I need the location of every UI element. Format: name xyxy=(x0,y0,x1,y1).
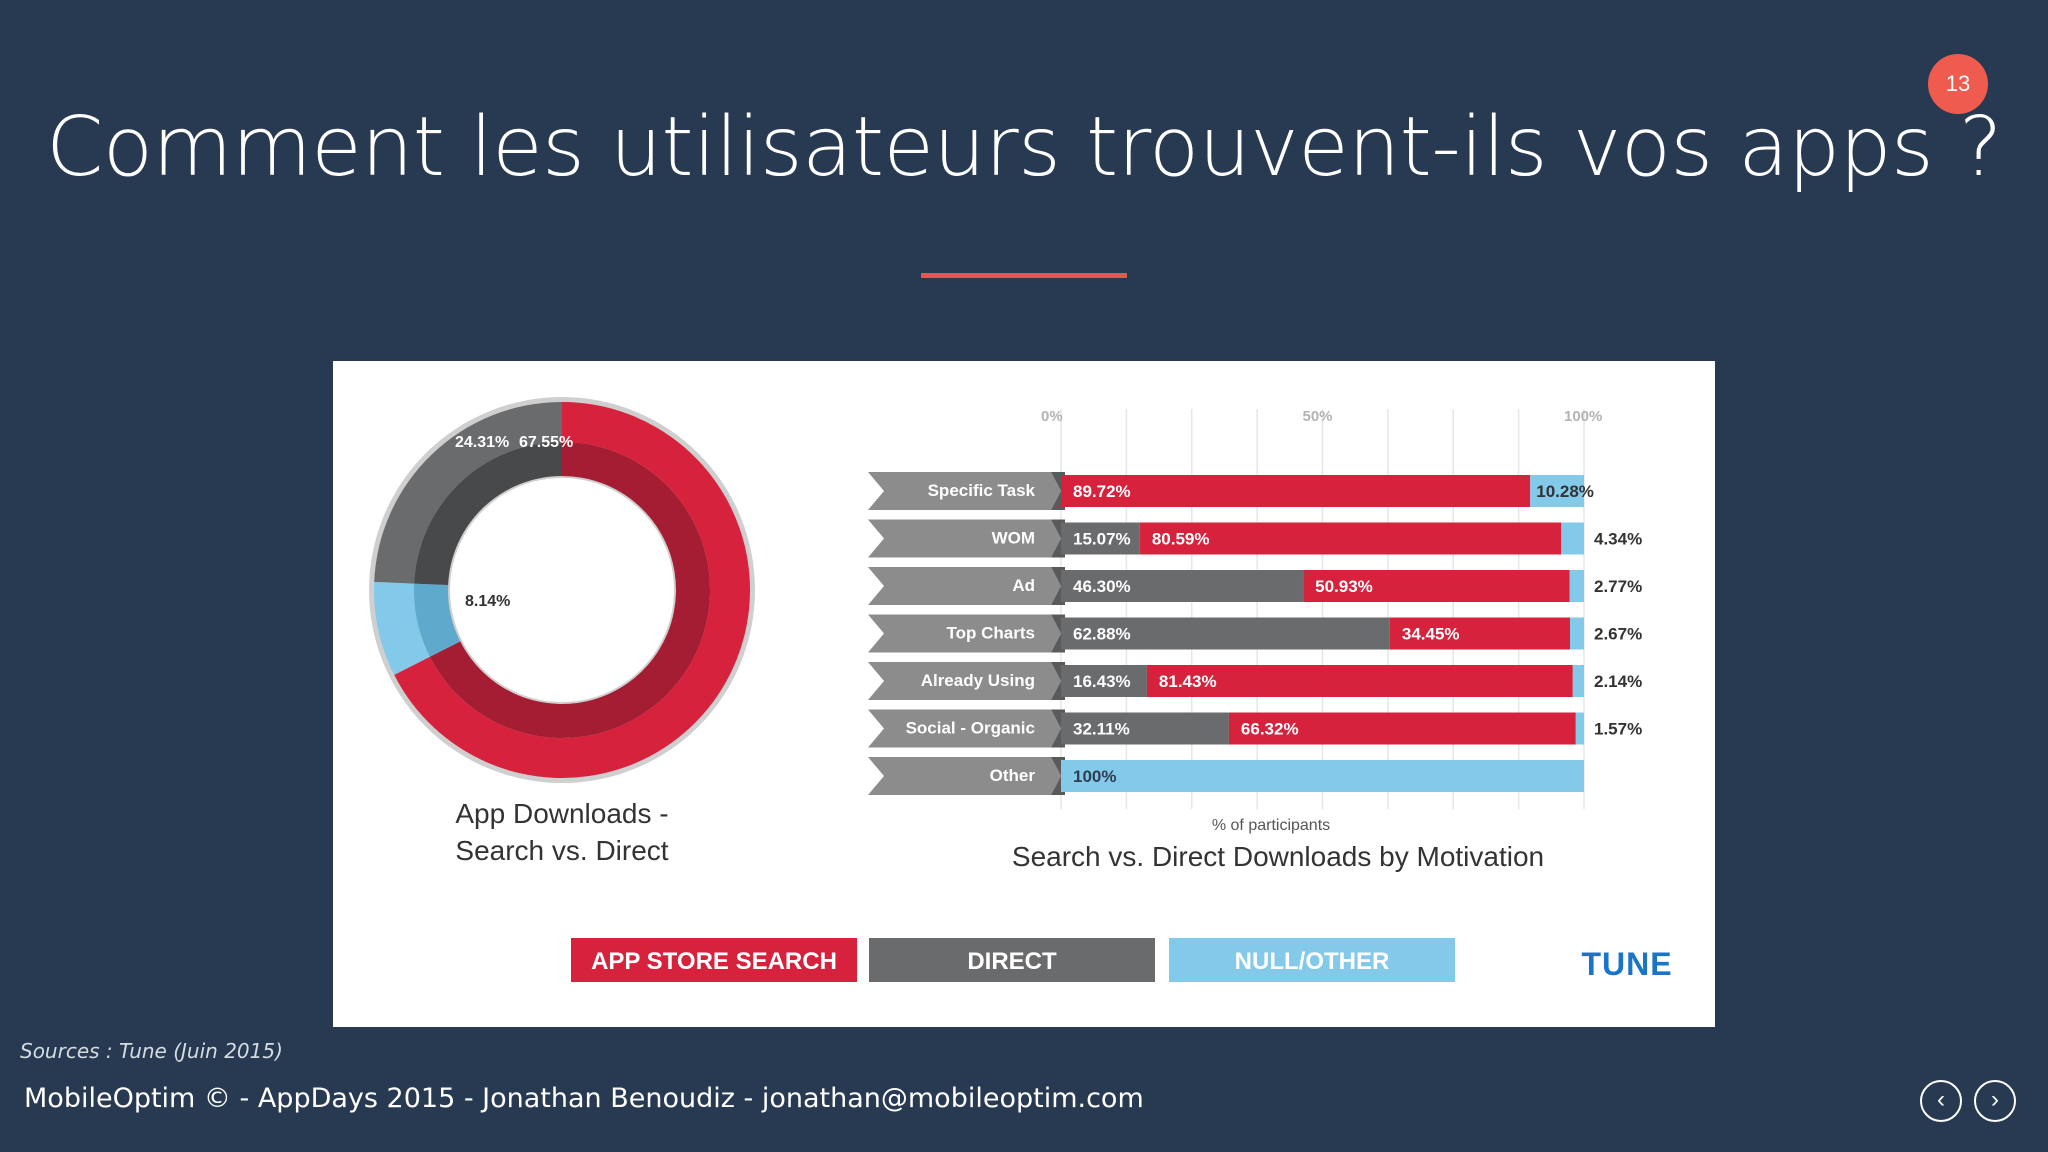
bar-value-label: 2.77% xyxy=(1594,577,1642,596)
bar-segment-direct xyxy=(1061,712,1229,745)
donut-title: App Downloads - Search vs. Direct xyxy=(455,798,668,866)
category-label: Specific Task xyxy=(928,481,1036,500)
bar-segment-app-store-search xyxy=(1389,617,1571,650)
bar-chart: 0% 50% 100% Specific Task 89.72% 10.28% WOM 15.… xyxy=(868,408,1642,872)
category-tag xyxy=(868,614,1061,653)
next-slide-button[interactable]: › xyxy=(1974,1080,2016,1122)
prev-slide-button[interactable]: ‹ xyxy=(1920,1080,1962,1122)
donut-label-direct: 24.31% xyxy=(455,434,509,451)
donut-slice-null-other xyxy=(374,581,430,675)
bar-segment-null-other xyxy=(1569,570,1584,602)
category-tag xyxy=(868,757,1061,795)
donut-slice-direct-inner xyxy=(414,442,562,586)
bar-segment-app-store-search xyxy=(1061,475,1531,507)
chevron-left-icon: ‹ xyxy=(1937,1086,1945,1113)
bar-value-label: 62.88% xyxy=(1073,625,1131,644)
bar-value-label: 46.30% xyxy=(1073,577,1131,596)
category-tag xyxy=(868,662,1061,700)
page-number-badge: 13 xyxy=(1928,54,1988,114)
x-tick-label: 50% xyxy=(1303,408,1333,425)
title-underline xyxy=(921,273,1127,278)
bar-value-label: 15.07% xyxy=(1073,530,1131,549)
x-tick-label: 100% xyxy=(1564,408,1602,425)
bar-value-label: 66.32% xyxy=(1241,720,1299,739)
bar-segment-null-other xyxy=(1572,665,1584,697)
donut-title-line: Search vs. Direct xyxy=(455,835,668,866)
tune-logo: TUNE xyxy=(1581,946,1672,982)
x-tick-label: 0% xyxy=(1041,408,1063,425)
category-label: Ad xyxy=(1012,576,1035,595)
legend-label: APP STORE SEARCH xyxy=(591,948,837,975)
category-label: Social - Organic xyxy=(906,719,1035,738)
x-axis-title: % of participants xyxy=(1212,817,1330,834)
donut-label-app-store-search: 67.55% xyxy=(519,434,573,451)
legend-swatch xyxy=(1169,938,1455,982)
bar-segment-null-other xyxy=(1561,522,1584,555)
bar-segment-direct xyxy=(1061,570,1304,602)
bar-segment-app-store-search xyxy=(1228,712,1576,745)
source-note: Sources : Tune (Juin 2015) xyxy=(20,1039,283,1063)
category-tag xyxy=(868,567,1061,605)
bar-value-label: 16.43% xyxy=(1073,672,1131,691)
bar-chart-title: Search vs. Direct Downloads by Motivatio… xyxy=(1012,841,1544,872)
figure-panel: 67.55% 24.31% 8.14% App Downloads - Search v… xyxy=(333,361,1715,1027)
legend-label: DIRECT xyxy=(967,948,1057,975)
category-label: Other xyxy=(990,766,1036,785)
category-label: Already Using xyxy=(921,671,1035,690)
legend-label: NULL/OTHER xyxy=(1235,948,1390,975)
donut-label-null-other: 8.14% xyxy=(465,593,510,610)
category-label: WOM xyxy=(992,529,1035,548)
category-tag xyxy=(868,519,1061,558)
bar-value-label: 10.28% xyxy=(1536,482,1594,501)
category-label: Top Charts xyxy=(947,624,1035,643)
bar-value-label: 2.14% xyxy=(1594,672,1642,691)
slide-title: Comment les utilisateurs trouvent-ils vo… xyxy=(46,100,2002,195)
donut-slice-null-other-inner xyxy=(414,583,461,657)
donut-slice-direct xyxy=(374,402,562,584)
bar-segment-direct xyxy=(1061,522,1140,555)
bar-segment-null-other xyxy=(1530,475,1584,507)
bar-value-label: 34.45% xyxy=(1402,625,1460,644)
bar-value-label: 89.72% xyxy=(1073,482,1131,501)
donut-title-line: App Downloads - xyxy=(455,798,668,829)
chart-figure: 67.55% 24.31% 8.14% App Downloads - Search v… xyxy=(369,397,1672,982)
category-tag xyxy=(868,709,1061,748)
bar-segment-direct xyxy=(1061,665,1147,697)
bar-segment-null-other xyxy=(1061,760,1584,792)
donut-chart: 67.55% 24.31% 8.14% App Downloads - Search v… xyxy=(369,397,755,866)
bar-value-label: 100% xyxy=(1073,767,1116,786)
bar-segment-app-store-search xyxy=(1303,570,1570,602)
bar-segment-app-store-search xyxy=(1146,665,1573,697)
bar-value-label: 81.43% xyxy=(1159,672,1217,691)
bar-value-label: 4.34% xyxy=(1594,530,1642,549)
footer-credit: MobileOptim © - AppDays 2015 - Jonathan … xyxy=(24,1083,1144,1114)
bar-segment-null-other xyxy=(1575,712,1584,745)
legend-swatch xyxy=(571,938,857,982)
bar-segment-null-other xyxy=(1570,617,1584,650)
bar-segment-app-store-search xyxy=(1139,522,1562,555)
bar-value-label: 32.11% xyxy=(1073,720,1130,739)
chart-legend: APP STORE SEARCH DIRECT NULL/OTHER TUNE xyxy=(571,938,1672,982)
legend-swatch xyxy=(869,938,1155,982)
donut-hole xyxy=(450,478,674,702)
bar-value-label: 1.57% xyxy=(1594,720,1642,739)
chevron-right-icon: › xyxy=(1991,1086,1999,1113)
bar-segment-direct xyxy=(1061,617,1390,650)
bar-value-label: 2.67% xyxy=(1594,625,1642,644)
category-tag xyxy=(868,472,1061,510)
bar-value-label: 50.93% xyxy=(1315,577,1373,596)
bar-value-label: 80.59% xyxy=(1152,530,1210,549)
